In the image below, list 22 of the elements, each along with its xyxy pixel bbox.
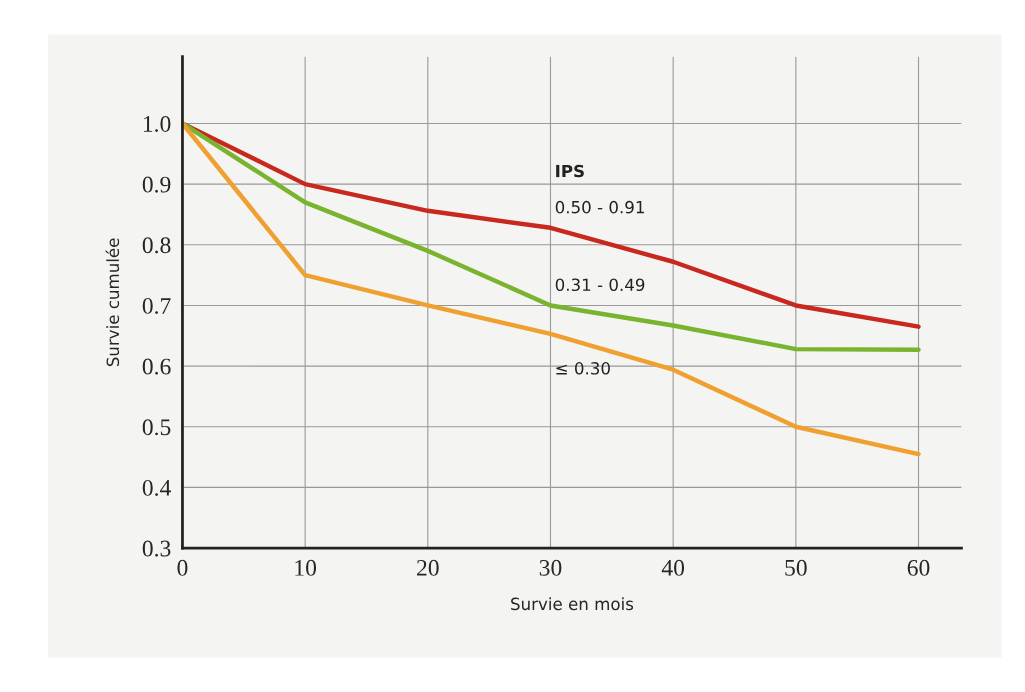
y-tick-label: 0.5 [142,419,171,436]
y-tick-label: 0.9 [142,176,171,193]
y-tick-label: 0.8 [142,237,171,254]
y-tick-label: 1.0 [143,115,171,132]
x-tick-label: 40 [661,559,685,576]
x-tick-label: 60 [907,559,930,576]
y-axis-title: Survie cumulée [105,238,120,367]
x-tick-label: 50 [785,559,807,576]
x-axis-title: Survie en mois [511,597,634,611]
x-tick-label: 0 [177,559,188,576]
y-tick-label: 0.3 [142,540,171,557]
y-tick-label: 0.4 [142,479,171,496]
y-tick-label: 0.6 [142,358,171,375]
legend-title: IPS [556,164,584,178]
y-tick-label: 0.7 [142,297,171,314]
series-label: ≤ 0.30 [556,362,610,375]
x-tick-label: 20 [417,559,439,576]
x-tick-label: 10 [295,559,317,576]
x-tick-label: 30 [539,559,562,576]
line-series [182,121,921,457]
series-label: 0.50 - 0.91 [555,200,644,214]
series-label: 0.31 - 0.49 [555,278,645,292]
